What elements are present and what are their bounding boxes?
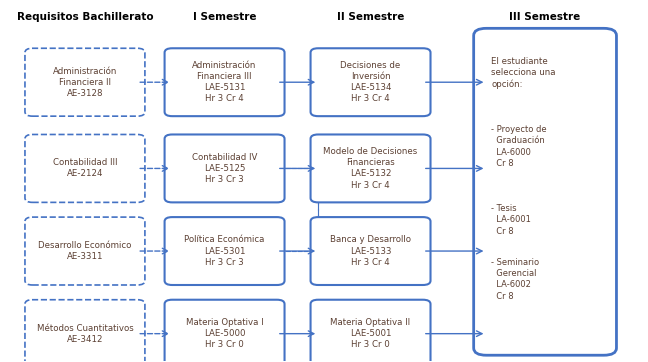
Text: Decisiones de
Inversión
LAE-5134
Hr 3 Cr 4: Decisiones de Inversión LAE-5134 Hr 3 Cr… [340,61,400,104]
Text: - Proyecto de
  Graduación
  LA-6000
  Cr 8: - Proyecto de Graduación LA-6000 Cr 8 [491,125,547,168]
Text: - Seminario
  Gerencial
  LA-6002
  Cr 8: - Seminario Gerencial LA-6002 Cr 8 [491,258,540,300]
Text: III Semestre: III Semestre [509,12,581,22]
FancyBboxPatch shape [310,300,430,362]
Text: Modelo de Decisiones
Financieras
LAE-5132
Hr 3 Cr 4: Modelo de Decisiones Financieras LAE-513… [323,147,418,190]
Text: Administración
Financiera III
LAE-5131
Hr 3 Cr 4: Administración Financiera III LAE-5131 H… [192,61,257,104]
Text: I Semestre: I Semestre [193,12,257,22]
Text: Contabilidad III
AE-2124: Contabilidad III AE-2124 [52,159,117,178]
FancyBboxPatch shape [310,217,430,285]
FancyBboxPatch shape [25,134,145,202]
FancyBboxPatch shape [165,300,284,362]
Text: Métodos Cuantitativos
AE-3412: Métodos Cuantitativos AE-3412 [36,324,133,344]
Text: Política Económica
LAE-5301
Hr 3 Cr 3: Política Económica LAE-5301 Hr 3 Cr 3 [185,235,265,267]
Text: Banca y Desarrollo
LAE-5133
Hr 3 Cr 4: Banca y Desarrollo LAE-5133 Hr 3 Cr 4 [330,235,411,267]
FancyBboxPatch shape [310,48,430,116]
FancyBboxPatch shape [310,134,430,202]
FancyBboxPatch shape [25,300,145,362]
Text: II Semestre: II Semestre [337,12,404,22]
Text: Administración
Financiera II
AE-3128: Administración Financiera II AE-3128 [52,67,117,98]
Text: Desarrollo Económico
AE-3311: Desarrollo Económico AE-3311 [38,241,132,261]
FancyBboxPatch shape [165,48,284,116]
FancyBboxPatch shape [25,217,145,285]
Text: - Tesis
  LA-6001
  Cr 8: - Tesis LA-6001 Cr 8 [491,205,531,236]
FancyBboxPatch shape [474,28,616,355]
Text: Materia Optativa I
LAE-5000
Hr 3 Cr 0: Materia Optativa I LAE-5000 Hr 3 Cr 0 [186,318,263,349]
Text: Materia Optativa II
LAE-5001
Hr 3 Cr 0: Materia Optativa II LAE-5001 Hr 3 Cr 0 [330,318,411,349]
Text: Requisitos Bachillerato: Requisitos Bachillerato [17,12,153,22]
FancyBboxPatch shape [165,217,284,285]
FancyBboxPatch shape [165,134,284,202]
Text: El estudiante
selecciona una
opción:: El estudiante selecciona una opción: [491,57,556,89]
Text: Contabilidad IV
LAE-5125
Hr 3 Cr 3: Contabilidad IV LAE-5125 Hr 3 Cr 3 [192,153,257,184]
FancyBboxPatch shape [25,48,145,116]
